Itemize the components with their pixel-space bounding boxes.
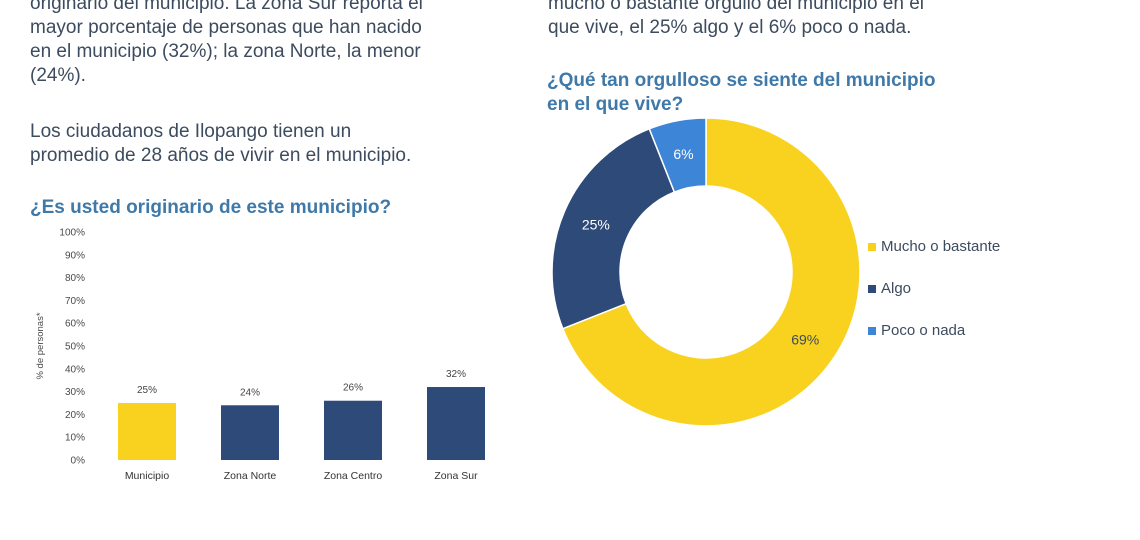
legend-swatch bbox=[868, 242, 876, 251]
donut-legend: Mucho o bastante Algo Poco o nada bbox=[868, 236, 1000, 362]
y-tick-label: 90% bbox=[65, 250, 85, 261]
text-line: en el municipio (32%); la zona Norte, la… bbox=[30, 41, 421, 62]
years-paragraph: Los ciudadanos de Ilopango tienen un pro… bbox=[30, 120, 411, 168]
bar-data-label: 25% bbox=[137, 385, 157, 396]
text-line: mayor porcentaje de personas que han nac… bbox=[30, 17, 422, 38]
y-axis-label: % de personas* bbox=[35, 312, 46, 379]
title-line: en el que vive? bbox=[547, 94, 684, 115]
text-line: originario del municipio. La zona Sur re… bbox=[30, 0, 423, 14]
y-tick-label: 20% bbox=[65, 410, 85, 421]
y-tick-label: 70% bbox=[65, 296, 85, 307]
x-category-label: Zona Centro bbox=[324, 470, 383, 482]
x-category-label: Municipio bbox=[125, 470, 170, 482]
title-line: ¿Qué tan orgulloso se siente del municip… bbox=[547, 70, 936, 91]
x-category-label: Zona Sur bbox=[434, 470, 478, 482]
donut-slice bbox=[551, 127, 676, 330]
intro-paragraph-origin: originario del municipio. La zona Sur re… bbox=[30, 0, 423, 88]
bar bbox=[324, 400, 382, 460]
y-tick-label: 60% bbox=[65, 319, 85, 330]
donut-chart-title: ¿Qué tan orgulloso se siente del municip… bbox=[547, 69, 936, 117]
y-tick-label: 80% bbox=[65, 273, 85, 284]
slice-data-label: 25% bbox=[582, 216, 610, 232]
y-tick-label: 0% bbox=[71, 456, 86, 467]
y-tick-label: 10% bbox=[65, 433, 85, 444]
slice-data-label: 69% bbox=[791, 331, 819, 347]
text-line: mucho o bastante orgullo del municipio e… bbox=[548, 0, 925, 14]
y-tick-label: 30% bbox=[65, 387, 85, 398]
bar bbox=[118, 403, 176, 460]
legend-item: Mucho o bastante bbox=[868, 236, 1000, 257]
donut-slice bbox=[648, 117, 707, 194]
bar-data-label: 24% bbox=[240, 387, 260, 398]
bar-data-label: 26% bbox=[343, 383, 363, 394]
text-line: promedio de 28 años de vivir en el munic… bbox=[30, 145, 412, 166]
y-tick-label: 100% bbox=[59, 228, 85, 239]
text-line: Los ciudadanos de Ilopango tienen un bbox=[30, 121, 352, 142]
donut-slice bbox=[561, 117, 861, 427]
legend-swatch bbox=[868, 284, 876, 293]
donut-chart: 69% 25% 6% bbox=[551, 117, 861, 427]
bar-data-label: 32% bbox=[446, 369, 466, 380]
legend-swatch bbox=[868, 326, 876, 335]
legend-label: Mucho o bastante bbox=[881, 238, 1001, 255]
legend-label: Algo bbox=[881, 280, 912, 297]
bar-chart-title: ¿Es usted originario de este municipio? bbox=[30, 197, 392, 218]
bar bbox=[221, 405, 279, 460]
bar-chart: % de personas* 0% 10% 20% 30% 40% 50% 60% 70% 80… bbox=[35, 228, 485, 482]
legend-label: Poco o nada bbox=[881, 322, 966, 339]
legend-item: Poco o nada bbox=[868, 320, 1000, 341]
pride-paragraph: mucho o bastante orgullo del municipio e… bbox=[548, 0, 924, 40]
x-category-label: Zona Norte bbox=[224, 470, 277, 482]
y-tick-label: 50% bbox=[65, 342, 85, 353]
legend-item: Algo bbox=[868, 278, 1000, 299]
text-line: que vive, el 25% algo y el 6% poco o nad… bbox=[548, 17, 912, 38]
y-tick-label: 40% bbox=[65, 364, 85, 375]
text-line: (24%). bbox=[30, 65, 86, 86]
bar bbox=[427, 387, 485, 460]
slice-data-label: 6% bbox=[673, 146, 693, 162]
